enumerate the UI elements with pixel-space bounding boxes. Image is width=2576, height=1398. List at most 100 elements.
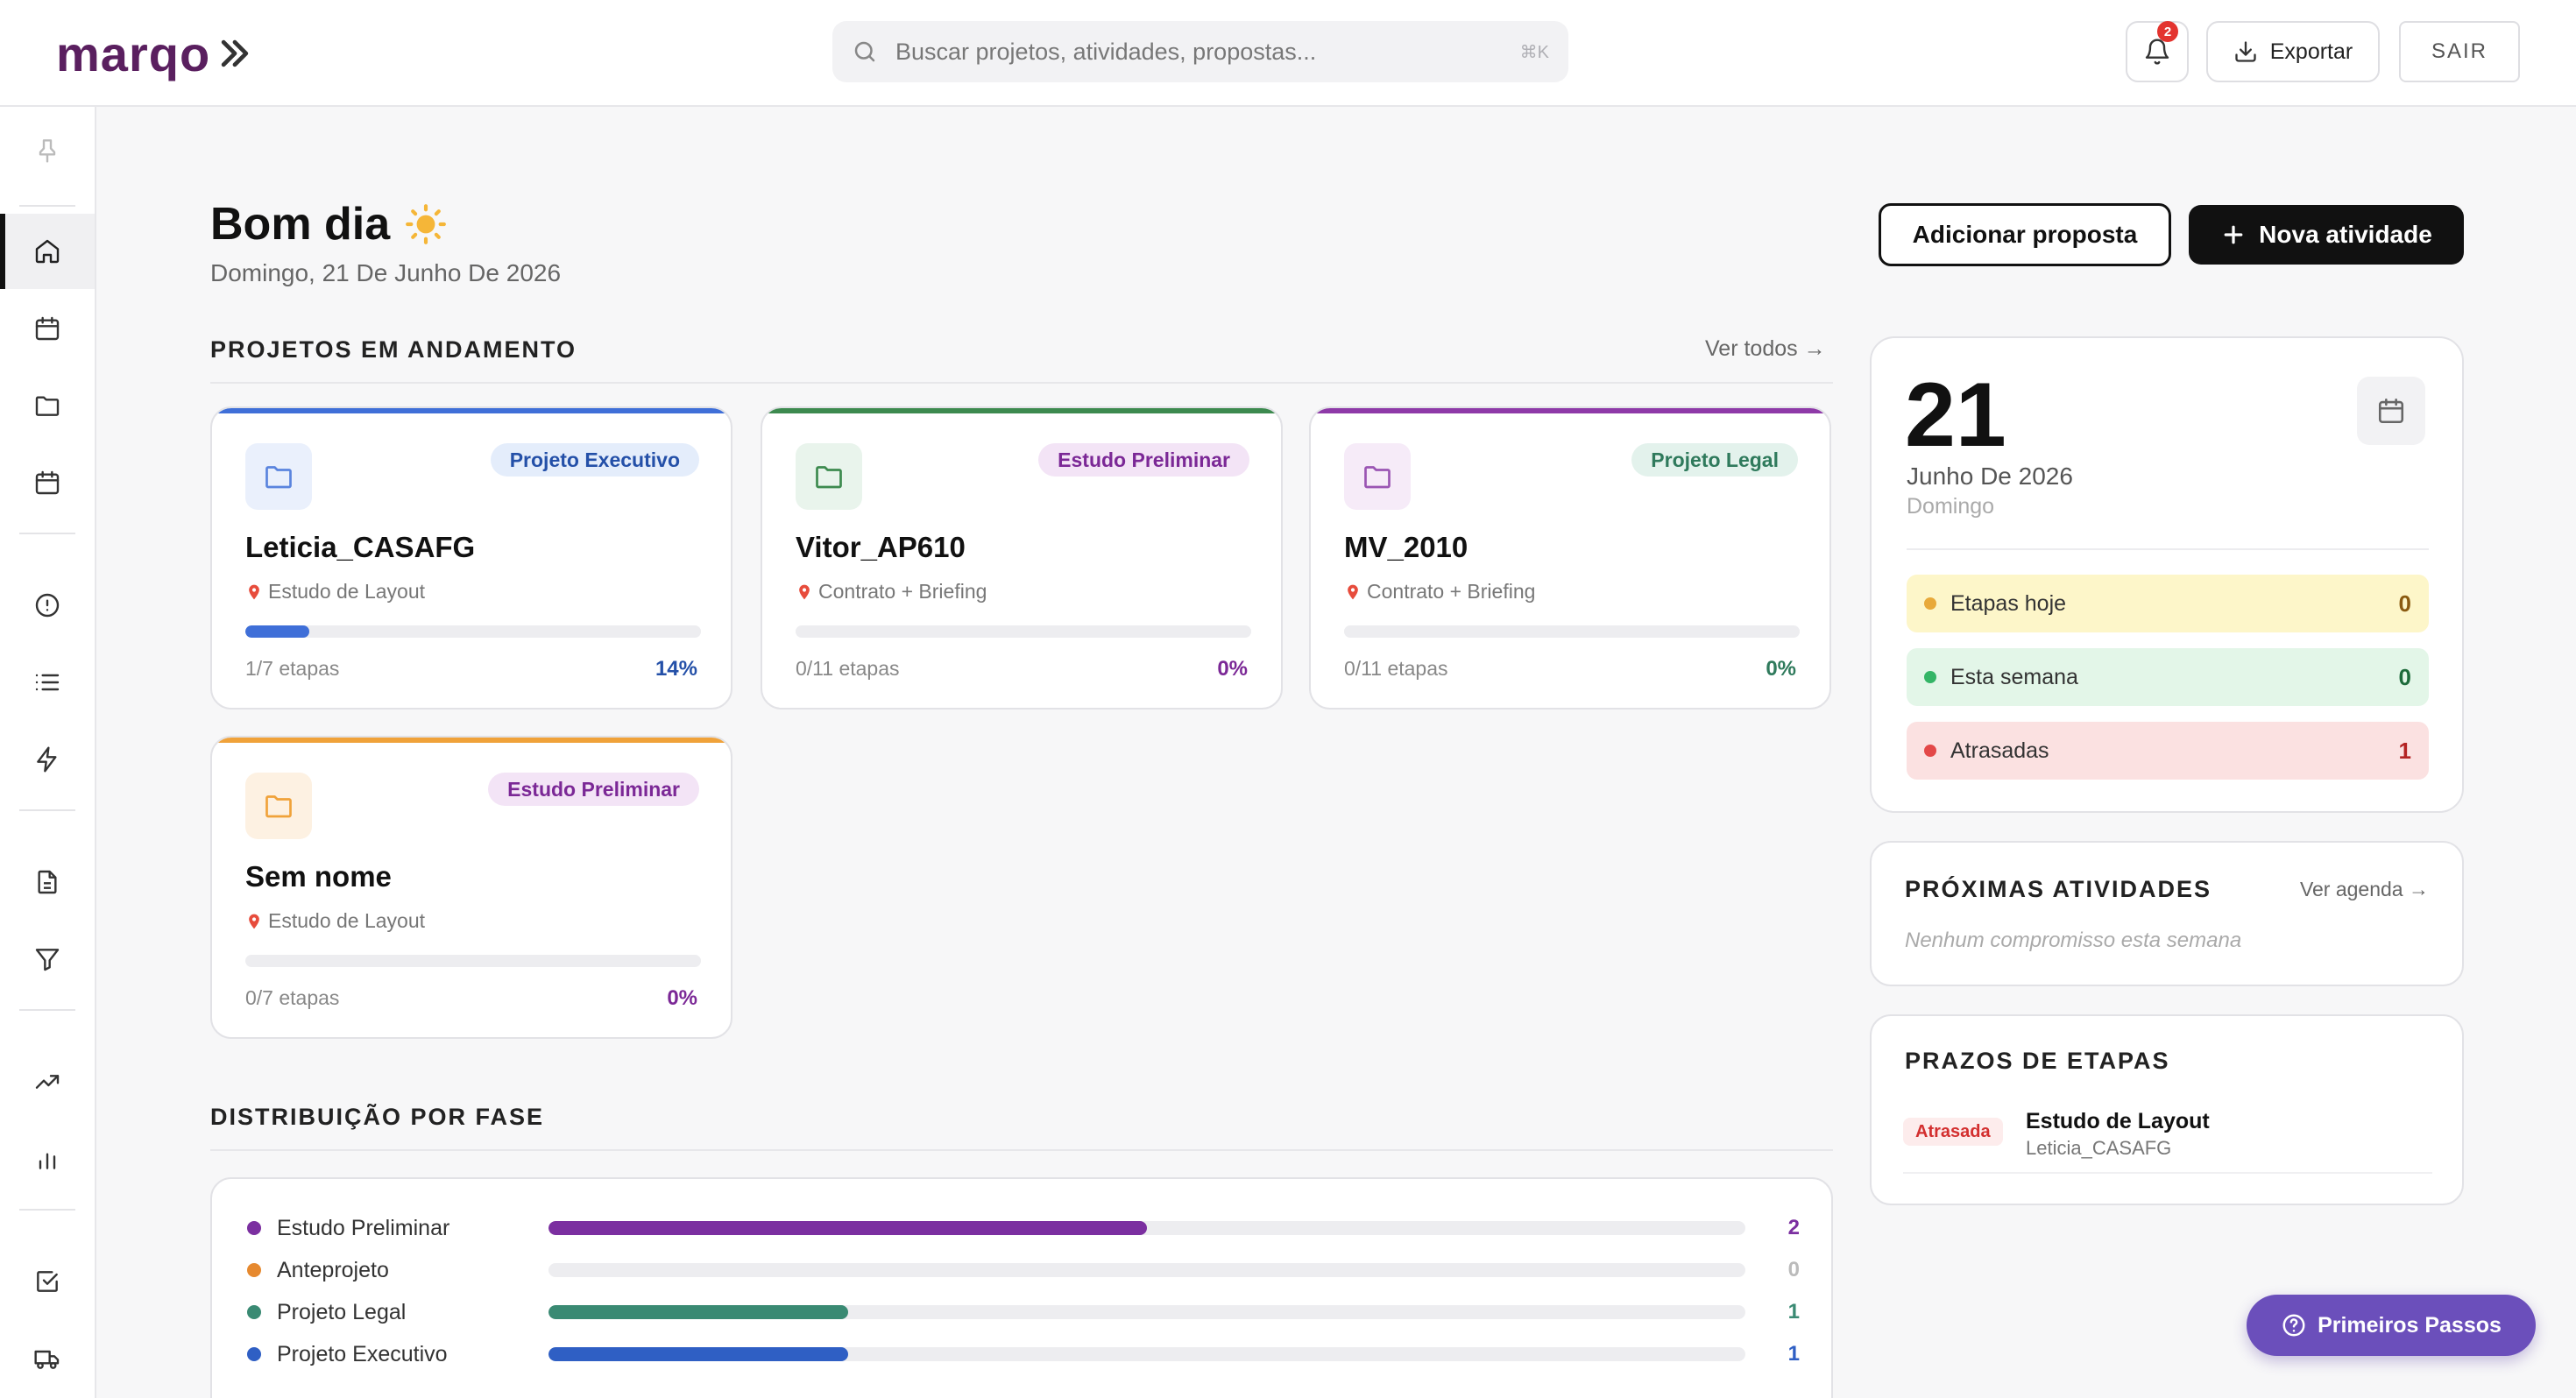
sun-icon: [406, 204, 447, 244]
phase-bar-track: [548, 1347, 1745, 1361]
top-bar: marqo ⌘K 2 Exportar SAIR: [0, 0, 2576, 107]
project-folder-icon: [796, 443, 862, 510]
project-type-tag: Estudo Preliminar: [1038, 443, 1249, 477]
stat-dot: [1924, 671, 1936, 683]
project-progress-percent: 14%: [655, 657, 697, 681]
document-icon: [38, 870, 57, 894]
check-square-icon: [37, 1271, 58, 1292]
project-card[interactable]: Projeto Executivo Leticia_CASAFG Estudo …: [210, 406, 732, 710]
projects-section-title: PROJETOS EM ANDAMENTO: [210, 336, 577, 363]
bar-chart-icon: [39, 1153, 56, 1169]
project-progress-percent: 0%: [1766, 657, 1796, 681]
getting-started-button[interactable]: Primeiros Passos: [2247, 1295, 2536, 1356]
project-name: Vitor_AP610: [796, 531, 966, 563]
open-calendar-button[interactable]: [2357, 377, 2425, 445]
project-progress-percent: 0%: [1217, 657, 1248, 681]
phase-label: Estudo Preliminar: [277, 1215, 450, 1240]
notifications-button[interactable]: 2: [2126, 21, 2189, 82]
project-name: MV_2010: [1344, 531, 1468, 563]
overdue-badge: Atrasada: [1903, 1118, 2003, 1146]
phase-bar-track: [548, 1305, 1745, 1319]
export-label: Exportar: [2269, 39, 2353, 64]
upcoming-empty-state: Nenhum compromisso esta semana: [1905, 928, 2242, 952]
phase-label: Projeto Legal: [277, 1299, 407, 1324]
filter-icon: [35, 949, 60, 971]
sidebar-item-funnel[interactable]: [0, 921, 95, 997]
sidebar-pin-button[interactable]: [0, 112, 95, 187]
phase-color-dot: [247, 1263, 261, 1277]
home-icon: [35, 239, 60, 264]
sidebar-item-home[interactable]: [0, 214, 95, 289]
stat-value: 0: [2398, 663, 2411, 690]
add-proposal-button[interactable]: Adicionar proposta: [1879, 203, 2171, 266]
phase-count: 2: [1787, 1216, 1800, 1239]
calendar-stat-row[interactable]: Atrasadas 1: [1907, 722, 2429, 780]
stage-deadlines-card: PRAZOS DE ETAPAS Atrasada Estudo de Layo…: [1870, 1014, 2464, 1205]
sidebar-item-documents[interactable]: [0, 844, 95, 920]
stat-label: Esta semana: [1950, 664, 2078, 689]
map-pin-icon: [799, 584, 810, 599]
calendar-stat-row[interactable]: Etapas hoje 0: [1907, 575, 2429, 632]
calendar-icon: [35, 316, 60, 341]
logo-text: marqo: [56, 25, 211, 81]
bell-icon: [2145, 39, 2169, 65]
project-current-phase: Estudo de Layout: [245, 909, 425, 933]
project-folder-icon: [1344, 443, 1411, 510]
see-agenda-link[interactable]: Ver agenda →: [2299, 878, 2429, 900]
alert-circle-icon: [35, 593, 60, 618]
calendar-day-number: 21: [1905, 364, 2006, 466]
project-steps-count: 0/11 etapas: [796, 657, 900, 680]
help-circle-icon: [2282, 1314, 2305, 1337]
sidebar-divider: [19, 1009, 75, 1011]
upcoming-title: PRÓXIMAS ATIVIDADES: [1905, 876, 2212, 902]
sidebar-item-projects[interactable]: [0, 368, 95, 443]
sidebar-divider: [19, 533, 75, 534]
project-steps-count: 0/11 etapas: [1344, 657, 1448, 680]
project-card[interactable]: Estudo Preliminar Sem nome Estudo de Lay…: [210, 736, 732, 1039]
new-activity-button[interactable]: Nova atividade: [2189, 205, 2464, 265]
sidebar-item-delivery[interactable]: [0, 1321, 95, 1396]
sidebar-item-schedule[interactable]: [0, 445, 95, 520]
deadline-stage-name[interactable]: Estudo de Layout: [2026, 1109, 2210, 1133]
project-current-phase: Contrato + Briefing: [796, 580, 987, 604]
truck-icon: [34, 1350, 60, 1369]
distribution-section-title: DISTRIBUIÇÃO POR FASE: [210, 1104, 545, 1130]
deadline-project-name: Leticia_CASAFG: [2026, 1137, 2172, 1159]
sidebar-item-growth[interactable]: [0, 1044, 95, 1119]
download-icon: [2235, 41, 2256, 62]
project-phase-label: Contrato + Briefing: [818, 580, 987, 603]
project-card[interactable]: Estudo Preliminar Vitor_AP610 Contrato +…: [761, 406, 1283, 710]
search-icon: [854, 41, 875, 62]
phase-bar-fill: [548, 1347, 848, 1361]
sidebar-item-reports[interactable]: [0, 1121, 95, 1197]
export-button[interactable]: Exportar: [2206, 21, 2380, 82]
global-search[interactable]: ⌘K: [832, 21, 1568, 82]
project-card[interactable]: Projeto Legal MV_2010 Contrato + Briefin…: [1309, 406, 1831, 710]
notifications-badge: 2: [2157, 21, 2178, 42]
calendar-month-year: Junho De 2026: [1907, 462, 2073, 490]
sidebar-item-automations[interactable]: [0, 722, 95, 797]
sidebar: [0, 107, 96, 1398]
phase-bar-fill: [548, 1305, 848, 1319]
see-all-projects-link[interactable]: Ver todos →: [1705, 336, 1826, 361]
sidebar-item-alerts[interactable]: [0, 568, 95, 643]
folder-icon: [35, 396, 60, 416]
app-logo[interactable]: marqo: [56, 26, 254, 81]
sidebar-item-list[interactable]: [0, 645, 95, 720]
calendar-stat-row[interactable]: Esta semana 0: [1907, 648, 2429, 706]
sidebar-item-calendar[interactable]: [0, 291, 95, 366]
sidebar-item-tasks[interactable]: [0, 1244, 95, 1319]
upcoming-activities-card: PRÓXIMAS ATIVIDADES Ver agenda → Nenhum …: [1870, 841, 2464, 986]
project-progress-track: [245, 955, 701, 967]
project-type-tag: Estudo Preliminar: [488, 773, 699, 806]
logout-button[interactable]: SAIR: [2399, 21, 2520, 82]
phase-distribution-row: Projeto Legal 1: [247, 1295, 1800, 1330]
phase-bar-fill: [548, 1221, 1147, 1235]
project-name: Leticia_CASAFG: [245, 531, 476, 563]
search-input[interactable]: [895, 38, 1520, 66]
project-progress-track: [1344, 625, 1800, 638]
calendar-icon: [2378, 398, 2404, 424]
search-shortcut-hint: ⌘K: [1519, 42, 1549, 62]
stat-dot: [1924, 597, 1936, 610]
current-date: Domingo, 21 De Junho De 2026: [210, 259, 562, 286]
